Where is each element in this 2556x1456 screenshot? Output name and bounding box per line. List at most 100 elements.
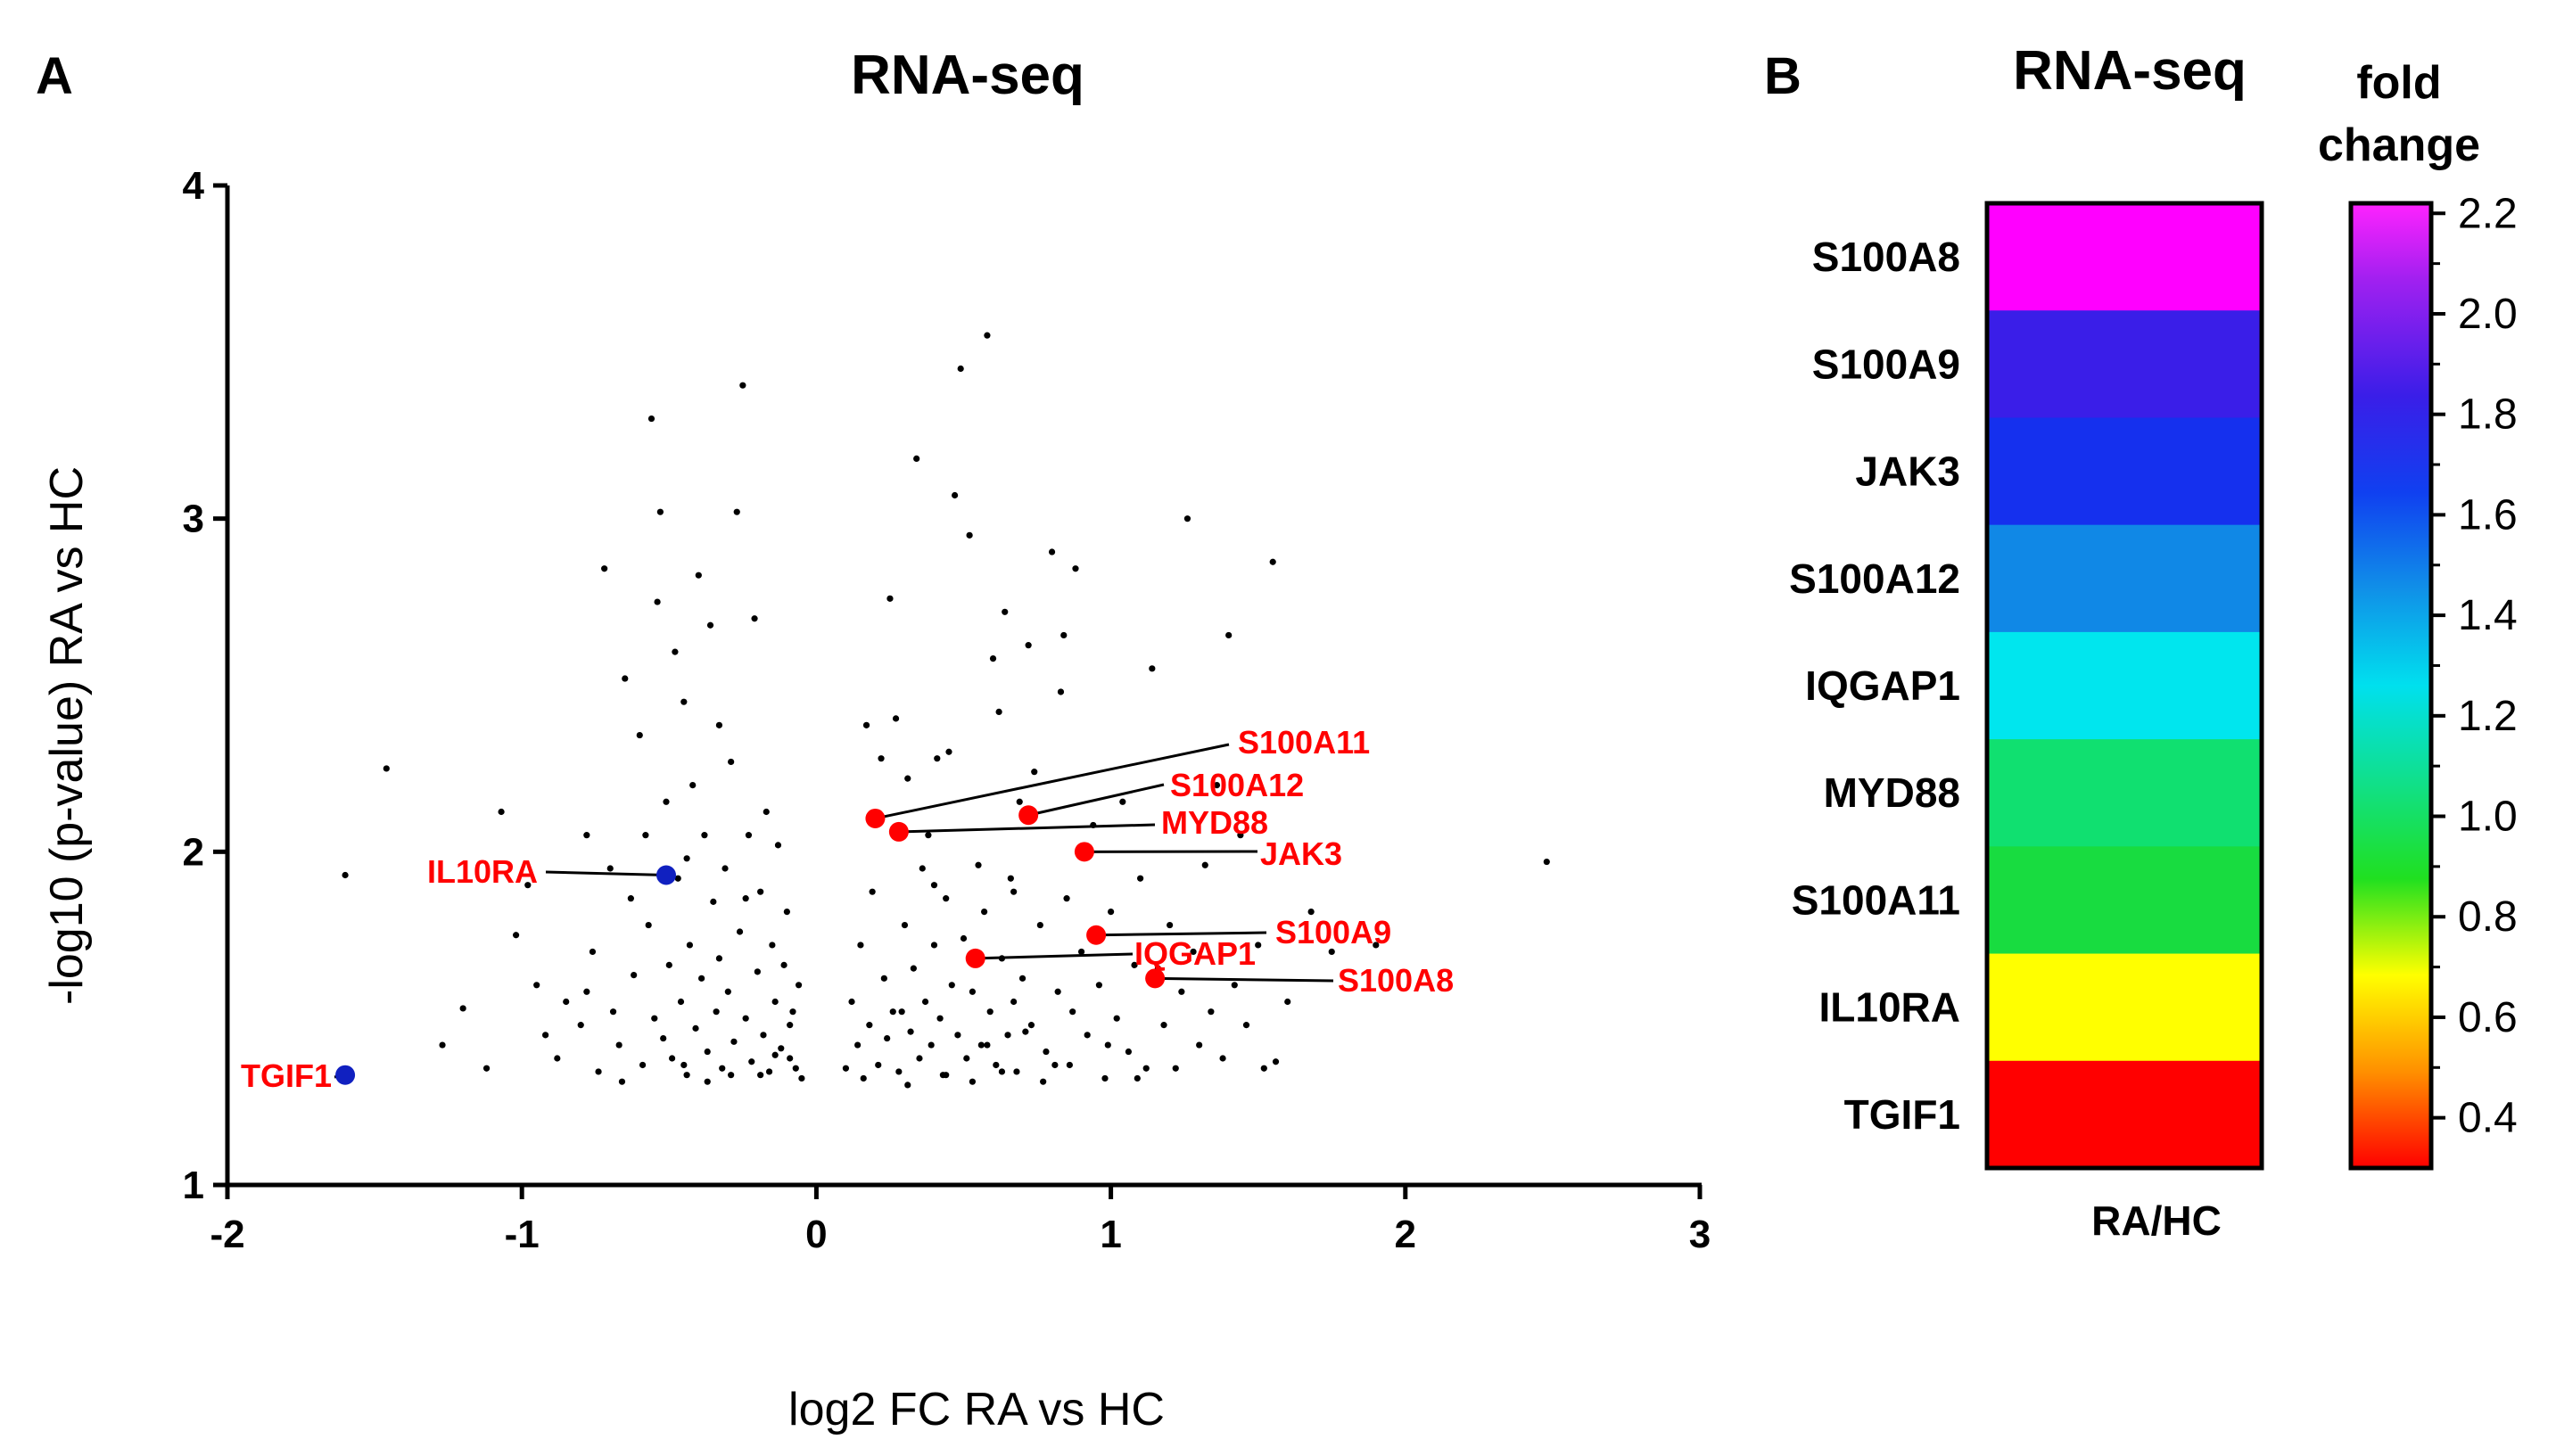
scatter-point [459, 1005, 466, 1012]
scatter-point [943, 1072, 950, 1079]
scatter-point [1125, 1048, 1133, 1056]
heatmap-row-label: S100A8 [1812, 234, 1960, 280]
scatter-point [921, 998, 929, 1006]
heatmap-row-label: JAK3 [1855, 448, 1960, 495]
scatter-point [1272, 1058, 1280, 1065]
panel-letter-b: B [1764, 47, 1802, 105]
heatmap-cell [1987, 524, 2262, 633]
gene-label: IQGAP1 [1134, 935, 1256, 972]
scatter-point [695, 572, 702, 579]
gene-label: S100A9 [1275, 914, 1391, 950]
scatter-point [1160, 1022, 1167, 1029]
gene-label: TGIF1 [241, 1057, 332, 1094]
scatter-point [1134, 1074, 1141, 1082]
scatter-point [639, 1061, 647, 1069]
scatter-point [677, 998, 685, 1006]
scatter-point [948, 982, 955, 989]
panel-letter-a: A [36, 47, 73, 105]
scatter-point [713, 1008, 720, 1016]
scatter-point [792, 1065, 799, 1072]
scatter-point [1007, 875, 1014, 882]
scatter-point [760, 1032, 767, 1039]
heatmap-row-label: IL10RA [1819, 984, 1960, 1031]
colorbar-tick-label: 1.4 [2458, 592, 2518, 639]
leader-line [1027, 783, 1165, 817]
gene-label: S100A12 [1170, 767, 1304, 803]
y-tick-label: 2 [183, 830, 204, 874]
scatter-point [754, 968, 761, 975]
heatmap-cell [1987, 739, 2262, 847]
scatter-point [1004, 1032, 1011, 1039]
colorbar-tick-label: 0.6 [2458, 994, 2518, 1041]
leader-line [975, 952, 1134, 960]
scatter-point [789, 1008, 796, 1016]
scatter-point [907, 1028, 914, 1035]
scatter-point [975, 861, 982, 868]
scatter-point [728, 1072, 735, 1079]
colorbar: 2.2 2.0 1.8 1.6 1.4 1.2 1.0 0.8 0.6 0.4 [2348, 190, 2518, 1171]
scatter-point [656, 508, 664, 515]
scatter-point [719, 1065, 726, 1072]
scatter-point [683, 855, 690, 862]
scatter-point [857, 942, 864, 949]
scatter-point [680, 698, 688, 705]
highlight-point [1086, 925, 1107, 945]
scatter-point [795, 982, 803, 989]
y-tick-label: 4 [183, 164, 205, 208]
scatter-point [1031, 769, 1038, 776]
scatter-point [1025, 642, 1032, 649]
gene-label: S100A11 [1238, 724, 1370, 761]
colorbar-title-line2: change [2318, 119, 2480, 171]
scatter-point [701, 832, 708, 839]
scatter-point [745, 832, 753, 839]
scatter-point [606, 865, 614, 872]
scatter-point [1013, 1068, 1020, 1075]
colorbar-tick-label: 1.0 [2458, 794, 2518, 841]
heatmap-cell [1987, 417, 2262, 526]
scatter-point [542, 1032, 549, 1039]
leader-line [875, 743, 1230, 820]
scatter-point [439, 1041, 446, 1049]
scatter-point [951, 491, 959, 499]
scatter-point [798, 1074, 805, 1082]
heatmap-border [1984, 201, 2264, 1171]
colorbar-tick-label: 0.4 [2458, 1095, 2518, 1142]
scatter-point [686, 942, 694, 949]
scatter-point [627, 895, 634, 902]
heatmap-cell [1987, 953, 2262, 1062]
scatter-point [1113, 1015, 1120, 1022]
scatter-point [913, 455, 920, 463]
scatter-point [998, 1068, 1006, 1075]
scatter-point [774, 842, 782, 849]
scatter-point [989, 655, 997, 662]
scatter-point [1069, 1008, 1076, 1016]
scatter-point [862, 721, 870, 728]
scatter-point [739, 382, 746, 389]
scatter-point [1066, 1061, 1073, 1069]
scatter-point [969, 1078, 977, 1085]
scatter-point [910, 965, 917, 972]
scatter-point [1219, 1055, 1226, 1062]
scatter-point [860, 1074, 867, 1082]
scatter-point [866, 1022, 873, 1029]
colorbar-bar [2348, 201, 2434, 1171]
scatter-point [898, 1008, 905, 1016]
leader-line [898, 823, 1156, 834]
scatter-point [1242, 1022, 1250, 1029]
highlight-point [1018, 805, 1039, 826]
scatter-point [878, 755, 885, 762]
colorbar-tick-label: 1.8 [2458, 391, 2518, 439]
scatter-point [698, 975, 705, 982]
scatter-point [984, 332, 991, 339]
heatmap-row-label: S100A12 [1789, 555, 1960, 602]
scatter-point [1077, 948, 1085, 956]
scatter-point [1167, 921, 1174, 929]
heatmap-cell [1987, 310, 2262, 418]
scatter-point [383, 765, 390, 772]
scatter-point [966, 531, 973, 539]
scatter-point [728, 758, 735, 766]
scatter-point [869, 888, 876, 895]
scatter-point [710, 898, 717, 905]
scatter-point [609, 1008, 617, 1016]
